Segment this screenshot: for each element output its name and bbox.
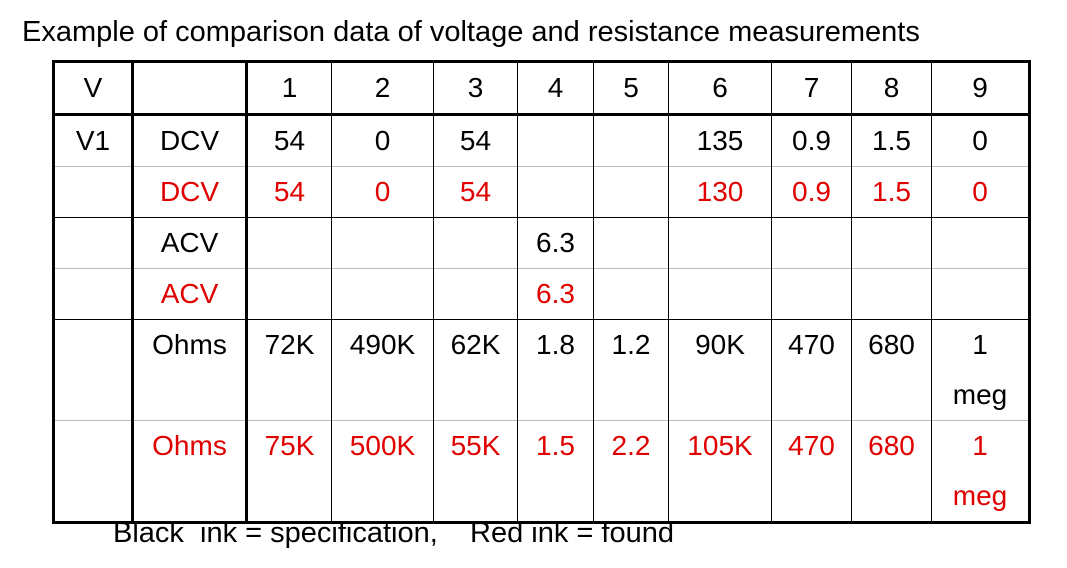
table-cell: 490K [331, 319, 434, 421]
table-cell: 6 [668, 61, 772, 116]
table-cell [851, 268, 932, 320]
table-cell: 75K [245, 420, 332, 523]
table-cell: 6.3 [517, 217, 594, 269]
table-cell [53, 268, 133, 320]
table-cell: 105K [668, 420, 772, 523]
table-cell: 72K [245, 319, 332, 421]
table-cell [517, 166, 594, 218]
table-cell: 54 [433, 166, 518, 218]
table-cell [53, 319, 133, 421]
table-cell [593, 268, 669, 320]
table-row: V1 DCV 54 0 54 135 0.9 1.5 0 [53, 114, 1030, 167]
table-cell: V1 [53, 114, 133, 167]
table-cell [517, 114, 594, 167]
table-cell: 0 [931, 114, 1030, 167]
table-cell: 470 [771, 319, 852, 421]
table-cell: 1 meg [931, 319, 1030, 421]
table-cell [245, 217, 332, 269]
table-cell: 3 [433, 61, 518, 116]
table-cell [131, 61, 247, 116]
table-cell: ACV [131, 268, 247, 320]
table-row: ACV 6.3 [53, 217, 1030, 269]
table-row: Ohms 75K 500K 55K 1.5 2.2 105K 470 680 1 meg [53, 420, 1030, 523]
table-cell: 55K [433, 420, 518, 523]
table-body: V 1 2 3 4 5 6 7 8 9 V1 DCV 54 0 54 135 0.9 1.5 0 DCV 54 0 54 13… [53, 61, 1030, 523]
table-cell [245, 268, 332, 320]
table-cell: 2 [331, 61, 434, 116]
table-cell: 8 [851, 61, 932, 116]
table-cell [668, 268, 772, 320]
table-cell [331, 217, 434, 269]
table-cell: 4 [517, 61, 594, 116]
table-cell: 6.3 [517, 268, 594, 320]
table-cell [593, 114, 669, 167]
table-cell [53, 420, 133, 523]
table-cell: 1.2 [593, 319, 669, 421]
table-cell: 0.9 [771, 166, 852, 218]
table-cell: 680 [851, 319, 932, 421]
table-cell: 0 [331, 166, 434, 218]
title: Example of comparison data of voltage an… [22, 16, 920, 48]
table-cell [593, 166, 669, 218]
table-cell [771, 268, 852, 320]
table-cell [931, 268, 1030, 320]
table-cell [851, 217, 932, 269]
table-cell: 0.9 [771, 114, 852, 167]
table-cell: 7 [771, 61, 852, 116]
table-cell: DCV [131, 166, 247, 218]
table-cell: 1.5 [517, 420, 594, 523]
table-cell: 135 [668, 114, 772, 167]
table-cell [433, 217, 518, 269]
table-cell: 0 [931, 166, 1030, 218]
table-cell [53, 166, 133, 218]
table-cell: Ohms [131, 319, 247, 421]
table-cell [668, 217, 772, 269]
table-cell: 1.5 [851, 114, 932, 167]
table-cell: 500K [331, 420, 434, 523]
table-cell: 54 [245, 166, 332, 218]
comparison-table: V 1 2 3 4 5 6 7 8 9 V1 DCV 54 0 54 135 0.9 1.5 0 DCV 54 0 54 13… [52, 60, 1031, 524]
table-cell [771, 217, 852, 269]
table-cell: Ohms [131, 420, 247, 523]
table-cell: 1 [245, 61, 332, 116]
table-cell: DCV [131, 114, 247, 167]
table-cell: 62K [433, 319, 518, 421]
table-row: Ohms 72K 490K 62K 1.8 1.2 90K 470 680 1 meg [53, 319, 1030, 421]
table-cell: 1.5 [851, 166, 932, 218]
table-cell [331, 268, 434, 320]
table-cell: 9 [931, 61, 1030, 116]
legend-note: Black ink = specification, Red ink = fou… [113, 517, 674, 549]
table-cell: 2.2 [593, 420, 669, 523]
table-cell: 1 meg [931, 420, 1030, 523]
table-cell: 680 [851, 420, 932, 523]
table-cell [53, 217, 133, 269]
table-cell: 0 [331, 114, 434, 167]
table-cell [593, 217, 669, 269]
table-cell [931, 217, 1030, 269]
table-cell: 90K [668, 319, 772, 421]
table-cell: 1.8 [517, 319, 594, 421]
table-cell: 54 [245, 114, 332, 167]
table-cell [433, 268, 518, 320]
table-row: DCV 54 0 54 130 0.9 1.5 0 [53, 166, 1030, 218]
table-cell: 470 [771, 420, 852, 523]
table-cell: V [53, 61, 133, 116]
table-cell: ACV [131, 217, 247, 269]
table-cell: 5 [593, 61, 669, 116]
table-cell: 54 [433, 114, 518, 167]
table-cell: 130 [668, 166, 772, 218]
table-row: ACV 6.3 [53, 268, 1030, 320]
